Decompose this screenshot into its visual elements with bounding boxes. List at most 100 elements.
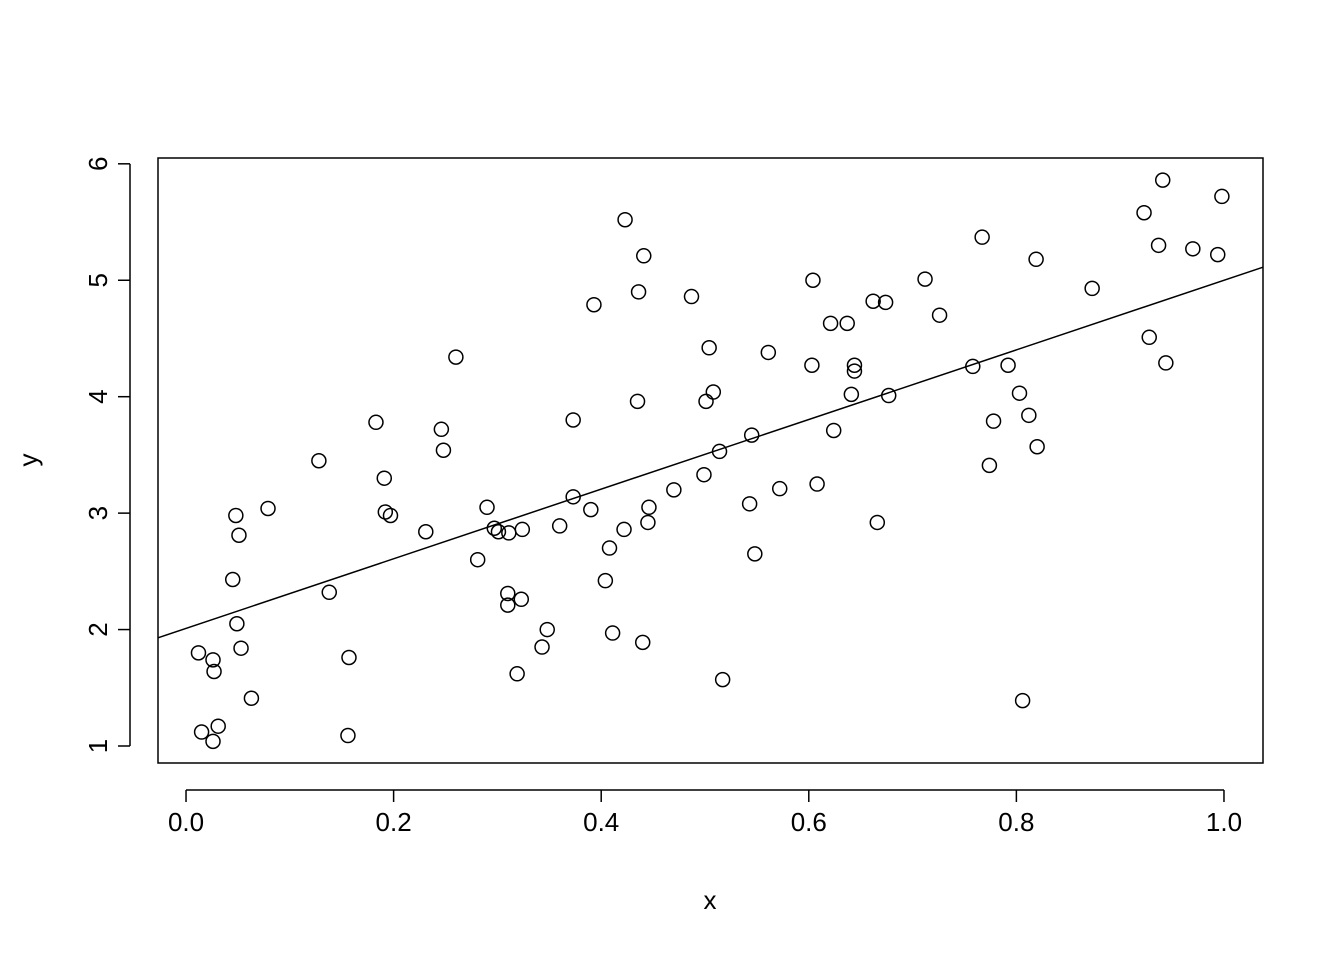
point [640, 514, 656, 531]
x-tick-label: 0.2 [376, 807, 412, 837]
point [321, 584, 338, 601]
point [1141, 329, 1157, 346]
point [190, 645, 207, 661]
point [479, 499, 495, 516]
point [368, 414, 384, 431]
point [341, 649, 357, 666]
point [1021, 407, 1037, 424]
point [636, 248, 652, 264]
regression-line [157, 266, 1264, 639]
point [846, 363, 863, 379]
point [981, 457, 998, 474]
x-tick-label: 0.6 [791, 807, 827, 837]
point [747, 546, 763, 562]
point [1214, 188, 1230, 205]
point [500, 597, 516, 613]
point [597, 572, 614, 589]
point [741, 496, 758, 512]
point [843, 386, 860, 403]
point [601, 540, 618, 556]
point [260, 500, 276, 517]
point [630, 284, 647, 300]
point [233, 640, 249, 656]
point [565, 412, 581, 428]
point [846, 357, 863, 374]
point [877, 294, 894, 311]
point [1209, 246, 1226, 263]
point [229, 615, 245, 632]
point [448, 349, 464, 365]
point [771, 480, 788, 497]
point [931, 307, 948, 323]
point [1011, 385, 1028, 401]
point [698, 393, 714, 410]
point [210, 718, 226, 734]
point [382, 507, 399, 524]
point [551, 518, 568, 534]
point [805, 272, 821, 289]
point [1150, 237, 1167, 254]
y-axis-label: y [13, 454, 43, 467]
point [804, 357, 820, 374]
plot-box [157, 157, 1264, 764]
point [500, 585, 516, 602]
point [825, 422, 842, 439]
point [1014, 692, 1031, 709]
point [629, 393, 646, 410]
point [760, 344, 777, 361]
point [743, 427, 760, 443]
y-tick-label: 4 [83, 389, 113, 403]
point [617, 211, 633, 228]
point [205, 733, 221, 750]
point [705, 384, 722, 400]
point [539, 621, 555, 638]
y-tick-label: 1 [83, 739, 113, 753]
point [809, 476, 825, 492]
point [583, 501, 599, 518]
point [193, 724, 210, 740]
point [490, 524, 507, 540]
point [418, 524, 434, 540]
point [641, 499, 657, 516]
y-tick-label: 6 [83, 157, 113, 171]
x-tick-label: 1.0 [1206, 807, 1242, 837]
y-tick-label: 3 [83, 506, 113, 520]
point [1084, 280, 1100, 297]
point [822, 315, 839, 332]
point [513, 591, 530, 608]
point [974, 229, 990, 245]
x-axis-label: x [704, 885, 717, 915]
point [1029, 439, 1045, 455]
y-tick-label: 5 [83, 273, 113, 287]
point [231, 527, 247, 544]
point [604, 625, 621, 641]
point [433, 421, 450, 438]
x-tick-label: 0.0 [168, 807, 204, 837]
point [666, 482, 682, 498]
x-tick-label: 0.8 [998, 807, 1034, 837]
point [1185, 241, 1201, 257]
point [228, 507, 244, 524]
point [869, 514, 886, 531]
point [340, 727, 356, 744]
point [376, 470, 393, 486]
point [865, 293, 881, 309]
point [1136, 204, 1152, 221]
point [514, 521, 531, 538]
point [586, 296, 602, 313]
point [501, 525, 517, 541]
point [224, 571, 241, 588]
point [701, 340, 717, 356]
point [1028, 251, 1044, 268]
point [696, 466, 712, 483]
point [205, 652, 221, 668]
point [469, 551, 486, 568]
point [534, 639, 550, 655]
x-tick-label: 0.4 [583, 807, 619, 837]
point [486, 520, 503, 537]
point [985, 413, 1002, 429]
point [206, 663, 222, 680]
point [683, 288, 700, 305]
point [917, 271, 933, 287]
